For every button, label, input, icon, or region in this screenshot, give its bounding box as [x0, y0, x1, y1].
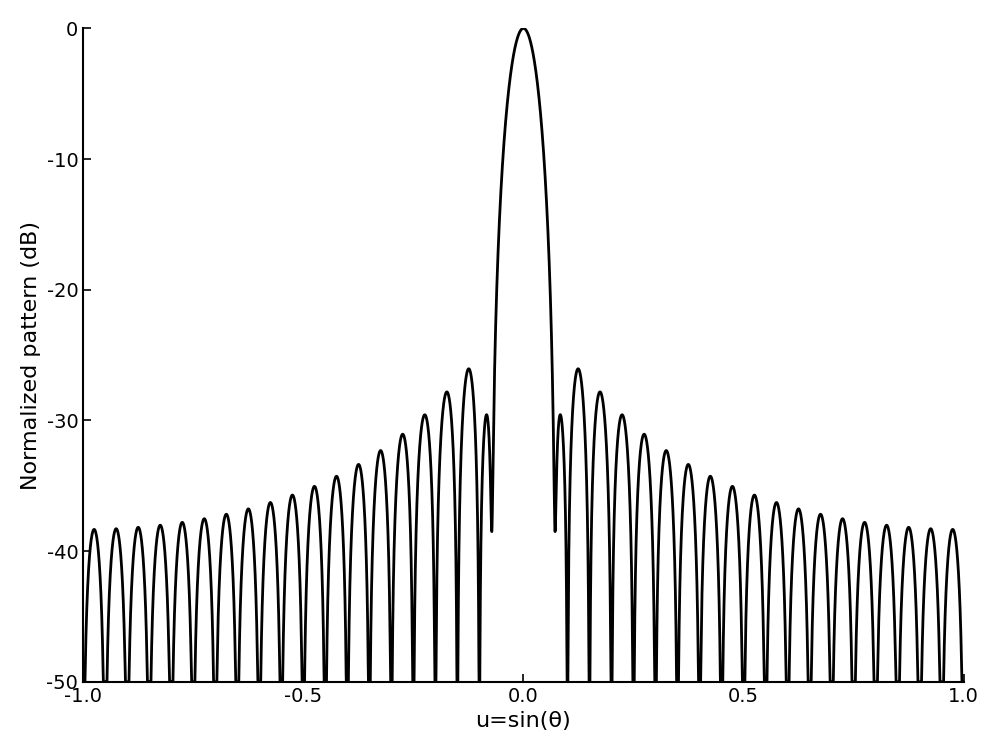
X-axis label: u=sin(θ): u=sin(θ) [476, 711, 571, 731]
Y-axis label: Normalized pattern (dB): Normalized pattern (dB) [21, 220, 41, 490]
